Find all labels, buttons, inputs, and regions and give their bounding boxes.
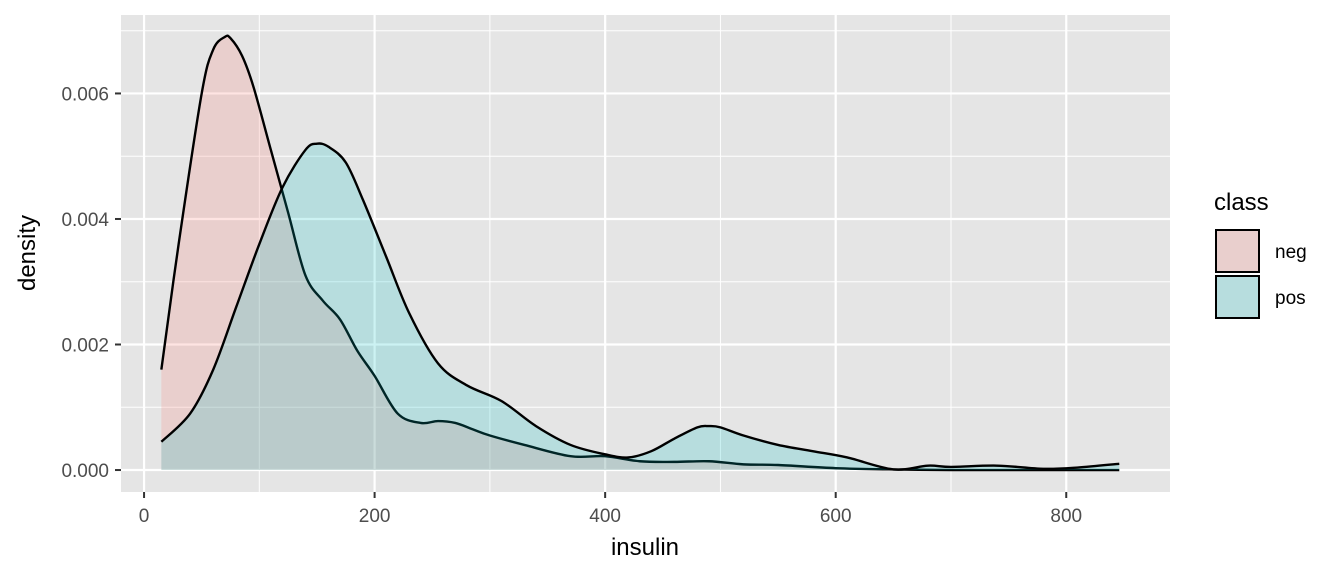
legend-title: class xyxy=(1214,189,1269,216)
y-axis: 0.000 0.002 0.004 0.006 xyxy=(61,84,121,482)
legend-label-pos: pos xyxy=(1275,288,1306,309)
legend-key-neg xyxy=(1215,229,1260,273)
density-area-pos xyxy=(161,143,1120,471)
legend: class neg pos xyxy=(1214,189,1307,319)
x-axis-title: insulin xyxy=(611,534,679,561)
x-tick-label-4: 800 xyxy=(1050,506,1082,527)
density-line-pos xyxy=(160,142,1120,471)
density-areas xyxy=(160,34,1120,472)
major-gridlines xyxy=(121,15,1170,492)
x-tick-label-1: 200 xyxy=(359,506,391,527)
x-tick-label-0: 0 xyxy=(139,506,150,527)
x-tick-label-2: 400 xyxy=(589,506,621,527)
density-line-neg xyxy=(160,34,1120,472)
y-tick-label-1: 0.002 xyxy=(61,336,109,357)
legend-key-pos xyxy=(1215,275,1260,319)
x-axis: 0 200 400 600 800 xyxy=(139,492,1082,527)
density-area-neg xyxy=(161,35,1120,471)
y-tick-label-0: 0.000 xyxy=(61,461,109,482)
legend-label-neg: neg xyxy=(1275,242,1307,263)
y-tick-label-3: 0.006 xyxy=(61,84,109,105)
x-tick-label-3: 600 xyxy=(820,506,852,527)
y-axis-title: density xyxy=(14,215,41,291)
y-tick-label-2: 0.004 xyxy=(61,210,109,231)
